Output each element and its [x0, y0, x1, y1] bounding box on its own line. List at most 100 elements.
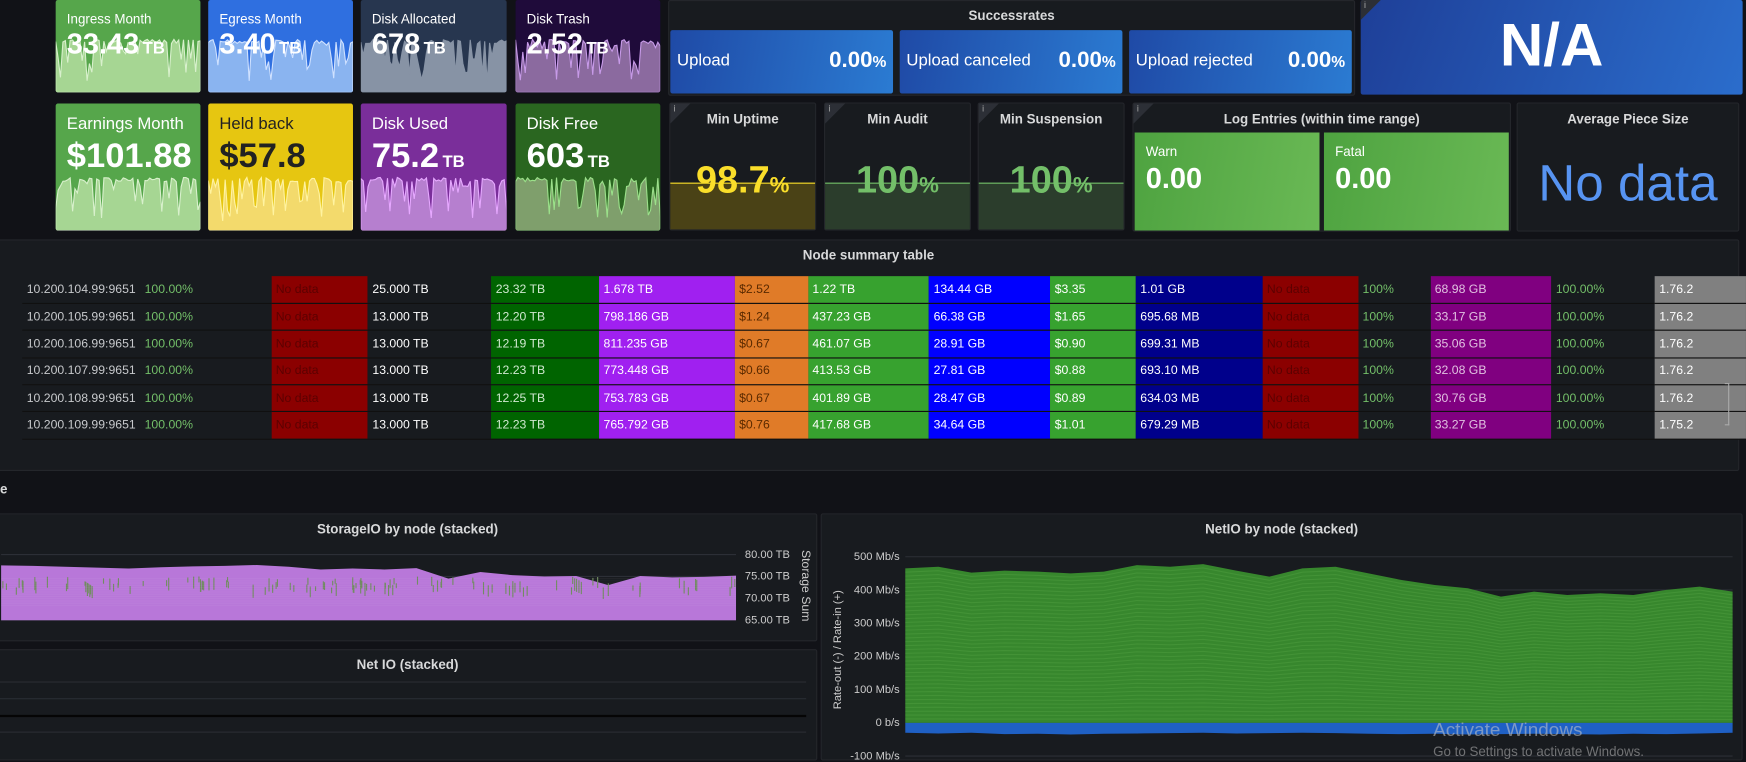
table-cell: 679.29 MB — [1135, 411, 1263, 440]
table-cell: 13.000 TB — [367, 357, 492, 386]
stat-number: 678 — [371, 26, 421, 61]
sparkline — [208, 38, 353, 93]
y-tick-label: 75.00 TB — [745, 571, 790, 583]
gauge-unit: % — [769, 173, 790, 199]
storage-area — [1, 564, 737, 621]
stack-layer — [905, 591, 1733, 620]
table-cell: 68.98 GB — [1430, 276, 1552, 304]
sparkline-area — [360, 176, 507, 231]
info-icon[interactable]: i — [1133, 103, 1154, 124]
stack-layer — [905, 662, 1733, 677]
sparkline-area — [360, 38, 507, 93]
table-cell: 100.00% — [1551, 303, 1655, 332]
gridline — [0, 698, 807, 700]
table-cell: No data — [271, 330, 368, 359]
table-cell: 100.00% — [1551, 384, 1655, 413]
stack-layer — [905, 710, 1733, 714]
table-cell: 1.678 TB — [599, 276, 735, 304]
stat-value: 678 TB — [372, 27, 446, 62]
sparkline-area — [55, 38, 201, 93]
netio-chart: 500 Mb/s 400 Mb/s 300 Mb/s 200 Mb/s 100 Mb/s… — [850, 551, 1733, 762]
table-cell: 100.00% — [1551, 357, 1655, 386]
table-cell: 13.000 TB — [367, 330, 492, 359]
stack-layer — [905, 666, 1733, 680]
successrate-number: 0.00 — [1058, 47, 1102, 73]
gauge-value: 98.7% — [670, 159, 815, 202]
stat-tile: Disk Trash 2.52 TB — [515, 0, 661, 93]
table-cell: 100.00% — [140, 384, 272, 413]
y-axis-label: Rate-out (-) / Rate-in (+) — [832, 590, 845, 710]
stack-layer — [905, 575, 1733, 607]
successrate-number: 0.00 — [829, 47, 873, 73]
table-cell: $2.52 — [734, 276, 808, 304]
panel-title: Min Audit — [867, 111, 928, 127]
node-address-cell: 10.200.107.99:9651 — [22, 357, 141, 386]
gauge-value: 100% — [825, 159, 970, 202]
info-icon[interactable]: i — [825, 103, 846, 124]
stack-layer — [905, 583, 1733, 613]
table-cell: 33.27 GB — [1430, 411, 1552, 440]
table-cell: 100% — [1358, 276, 1431, 304]
y-tick-label: 400 Mb/s — [854, 584, 900, 596]
stat-tile: Disk Allocated 678 TB — [360, 0, 507, 93]
net-io-panel: Net IO (stacked) — [0, 649, 818, 761]
table-cell: 13.000 TB — [367, 384, 492, 413]
table-row: 10.200.105.99:9651 100.00% No data 13.000 T… — [22, 303, 1746, 332]
table-cell: No data — [271, 276, 368, 304]
log-warn: Warn 0.00 — [1134, 132, 1320, 231]
gauge-number: 98.7 — [695, 159, 770, 202]
successrate-unit: % — [1331, 52, 1346, 71]
table-cell: No data — [1262, 384, 1359, 413]
successrate-unit: % — [1101, 52, 1116, 71]
table-cell: $0.88 — [1050, 357, 1136, 386]
stat-tile: Earnings Month $101.88 — [55, 103, 201, 231]
table-cell: $1.01 — [1050, 411, 1136, 440]
sparkline — [55, 176, 201, 231]
table-cell: 35.06 GB — [1430, 330, 1552, 359]
stat-title: Disk Trash — [526, 11, 590, 27]
gridline — [0, 714, 807, 718]
successrate-tile: Upload rejected 0.00% — [1129, 30, 1352, 94]
info-icon[interactable]: i — [670, 103, 691, 124]
panel-title: Min Suspension — [999, 111, 1103, 127]
table-cell: 753.783 GB — [599, 384, 735, 413]
stat-value: 75.2 TB — [372, 136, 465, 176]
info-icon[interactable]: i — [1360, 0, 1381, 21]
na-panel: i N/A — [1360, 0, 1743, 95]
table-cell: $0.76 — [734, 411, 808, 440]
panel-title: NetIO by node (stacked) — [1205, 521, 1359, 537]
stack-layer — [905, 698, 1733, 705]
table-cell: 401.89 GB — [807, 384, 930, 413]
table-cell: 773.448 GB — [599, 357, 735, 386]
table-cell: 100% — [1358, 303, 1431, 332]
info-icon[interactable]: i — [978, 103, 999, 124]
panel-title: Successrates — [968, 7, 1055, 24]
table-cell: 100% — [1358, 357, 1431, 386]
table-row: 10.200.108.99:9651 100.00% No data 13.000 T… — [22, 384, 1746, 413]
table-cell: 12.20 TB — [491, 303, 600, 332]
sparkline-area — [208, 38, 353, 93]
successrate-tile: Upload canceled 0.00% — [899, 30, 1123, 94]
stat-number: $57.8 — [219, 135, 306, 175]
stack-layer — [905, 634, 1733, 654]
stat-tile: Disk Free 603 TB — [515, 103, 661, 231]
stat-tile: Disk Used 75.2 TB — [360, 103, 507, 231]
sparkline — [515, 176, 661, 231]
stat-number: 3.40 — [219, 26, 276, 61]
panel-title: StorageIO by node (stacked) — [316, 521, 499, 537]
table-cell: 28.91 GB — [929, 330, 1051, 359]
stat-value: $57.8 — [219, 136, 309, 176]
table-scrollbar[interactable] — [1724, 383, 1730, 426]
successrate-label: Upload canceled — [906, 51, 1031, 71]
table-cell: 1.76.2 — [1654, 357, 1746, 386]
table-cell: 23.32 TB — [491, 276, 600, 304]
node-address-cell: 10.200.104.99:9651 — [22, 276, 141, 304]
stat-number: 603 — [526, 135, 585, 175]
log-value: 0.00 — [1145, 161, 1203, 195]
table-cell: $0.90 — [1050, 330, 1136, 359]
table-cell: 100% — [1358, 330, 1431, 359]
table-cell: 12.23 TB — [491, 357, 600, 386]
stat-tile: Held back $57.8 — [208, 103, 353, 231]
table-cell: 417.68 GB — [807, 411, 930, 440]
